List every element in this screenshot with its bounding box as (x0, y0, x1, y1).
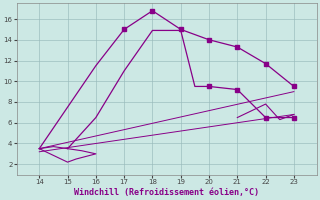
X-axis label: Windchill (Refroidissement éolien,°C): Windchill (Refroidissement éolien,°C) (74, 188, 259, 197)
